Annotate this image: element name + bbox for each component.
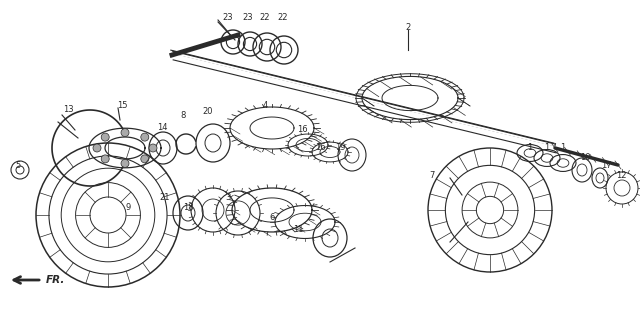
- Circle shape: [101, 133, 109, 141]
- Text: 21: 21: [160, 193, 170, 202]
- Text: FR.: FR.: [46, 275, 65, 285]
- Text: 15: 15: [116, 101, 127, 110]
- Text: 1: 1: [545, 143, 550, 152]
- Text: 20: 20: [203, 108, 213, 117]
- Text: 5: 5: [15, 161, 20, 170]
- Text: 12: 12: [616, 171, 627, 180]
- Text: 1: 1: [561, 143, 566, 152]
- Circle shape: [93, 144, 101, 152]
- Text: 8: 8: [180, 112, 186, 120]
- Circle shape: [149, 144, 157, 152]
- Text: 23: 23: [243, 13, 253, 22]
- Circle shape: [121, 160, 129, 167]
- Text: 9: 9: [125, 203, 131, 212]
- Text: 1: 1: [527, 143, 532, 152]
- Text: 2: 2: [405, 24, 411, 33]
- Circle shape: [121, 129, 129, 137]
- Text: 10: 10: [580, 154, 590, 163]
- Circle shape: [141, 155, 148, 163]
- Text: 4: 4: [262, 101, 268, 110]
- Circle shape: [141, 133, 148, 141]
- Text: 18: 18: [182, 203, 193, 212]
- Text: 3: 3: [225, 193, 230, 202]
- Text: 11: 11: [292, 225, 303, 234]
- Text: 16: 16: [297, 126, 307, 134]
- Circle shape: [101, 155, 109, 163]
- Text: 17: 17: [601, 161, 611, 170]
- Text: 22: 22: [278, 13, 288, 22]
- Text: 13: 13: [63, 105, 74, 114]
- Text: 22: 22: [260, 13, 270, 22]
- Text: 7: 7: [429, 170, 435, 179]
- Text: 6: 6: [269, 213, 275, 222]
- Text: 16: 16: [315, 143, 325, 152]
- Text: 19: 19: [335, 143, 345, 152]
- Text: 14: 14: [157, 123, 167, 132]
- Text: 23: 23: [223, 13, 234, 22]
